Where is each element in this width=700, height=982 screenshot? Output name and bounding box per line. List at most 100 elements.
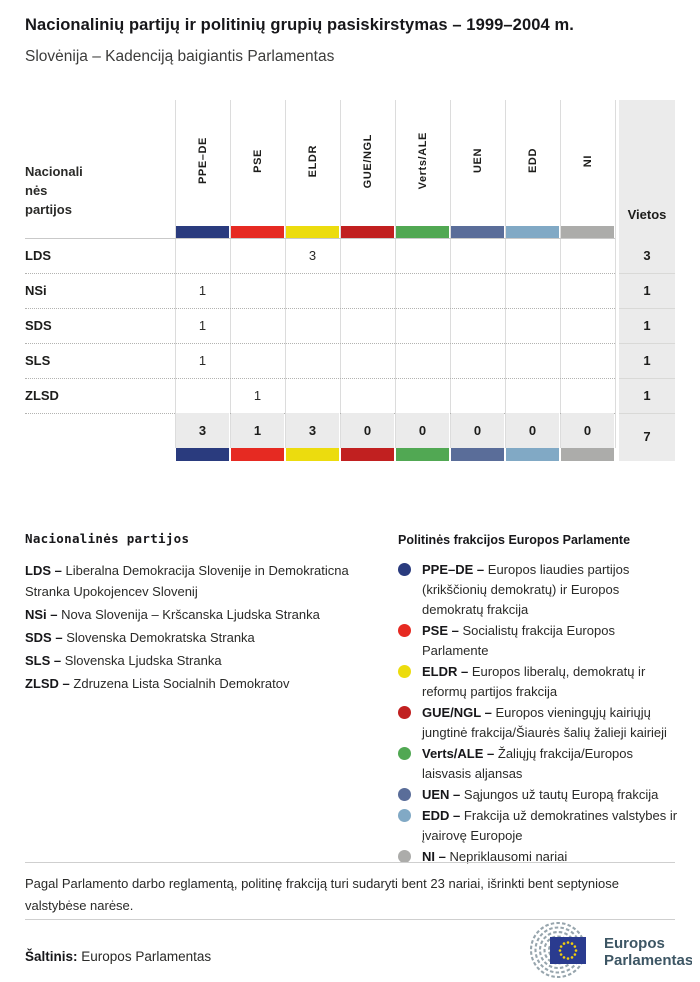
totals-cell: 0 <box>506 413 559 448</box>
row-header-line: partijos <box>25 202 72 217</box>
gridline <box>175 100 176 448</box>
party-abbr: ZLSD – <box>25 676 70 691</box>
group-desc: Frakcija už demokratines valstybes ir įv… <box>422 808 678 843</box>
party-label: LDS <box>25 248 51 263</box>
group-desc-wrap: PPE–DE – Europos liaudies partijos (krik… <box>422 560 680 620</box>
group-desc: Žaliųjų frakcija/Europos laisvasis aljan… <box>422 746 634 781</box>
legend-group-item: GUE/NGL – Europos vieningųjų kairiųjų ju… <box>398 703 680 743</box>
source-line: Šaltinis: Europos Parlamentas <box>25 949 211 964</box>
column-header-ni: NI <box>560 100 615 222</box>
group-abbr: PSE – <box>422 623 459 638</box>
group-color-bar <box>561 448 614 461</box>
group-color-dot <box>398 665 411 678</box>
group-color-bar <box>286 226 339 238</box>
row-separator <box>25 273 615 274</box>
totals-cell: 0 <box>396 413 449 448</box>
totals-cell: 3 <box>176 413 229 448</box>
legend-group-item: PSE – Socialistų frakcija Europos Parlam… <box>398 621 680 661</box>
column-header-label: Verts/ALE <box>416 132 429 190</box>
gridline <box>505 100 506 448</box>
group-color-bar <box>286 448 339 461</box>
legend-groups-heading: Politinės frakcijos Europos Parlamente <box>398 533 631 547</box>
group-color-bar <box>506 226 559 238</box>
totals-cell: 0 <box>561 413 614 448</box>
row-separator <box>619 343 675 344</box>
legend-party-item: ZLSD – Zdruzena Lista Socialnih Demokrat… <box>25 673 383 694</box>
column-header-label: PPE–DE <box>196 137 209 185</box>
column-header-label: ELDR <box>306 144 319 178</box>
source-value: Europos Parlamentas <box>81 949 212 964</box>
row-separator <box>25 378 615 379</box>
group-color-bar <box>341 448 394 461</box>
legend-party-item: SLS – Slovenska Ljudska Stranka <box>25 650 383 671</box>
page-subtitle: Slovėnija – Kadenciją baigiantis Parlame… <box>25 48 335 65</box>
row-header-label: Nacionali nės partijos <box>25 162 83 219</box>
group-color-bar <box>451 448 504 461</box>
column-header-edd: EDD <box>505 100 560 222</box>
divider <box>25 919 675 920</box>
row-header-line: Nacionali <box>25 164 83 179</box>
party-abbr: SLS – <box>25 653 62 668</box>
group-desc-wrap: ELDR – Europos liberalų, demokratų ir re… <box>422 662 680 702</box>
group-color-bar <box>341 226 394 238</box>
ep-hemicycle-logo-graphic: Europos Parlamentas <box>529 921 693 979</box>
group-desc: Europos liaudies partijos (krikščionių d… <box>422 562 630 617</box>
row-separator <box>619 413 675 414</box>
totals-cell: 0 <box>451 413 504 448</box>
legend-group-item: PPE–DE – Europos liaudies partijos (krik… <box>398 560 680 620</box>
row-separator <box>25 343 615 344</box>
group-color-dot <box>398 706 411 719</box>
gridline <box>395 100 396 448</box>
group-color-bar <box>176 448 229 461</box>
group-abbr: UEN – <box>422 787 461 802</box>
legend-group-item: EDD – Frakcija už demokratines valstybes… <box>398 806 680 846</box>
party-label: ZLSD <box>25 388 59 403</box>
group-desc-wrap: GUE/NGL – Europos vieningųjų kairiųjų ju… <box>422 703 680 743</box>
column-header-label: NI <box>581 154 594 168</box>
column-header-ppe-de: PPE–DE <box>175 100 230 222</box>
gridline <box>230 100 231 448</box>
group-desc: Nepriklausomi nariai <box>449 849 568 864</box>
party-abbr: NSi – <box>25 607 58 622</box>
group-desc: Socialistų frakcija Europos Parlamente <box>422 623 615 658</box>
group-color-bar <box>176 226 229 238</box>
party-name: Slovenska Ljudska Stranka <box>64 653 222 668</box>
gridline <box>615 100 616 448</box>
group-color-bar <box>231 226 284 238</box>
seats-cell: 3 <box>643 248 651 263</box>
legend-party-item: LDS – Liberalna Demokracija Slovenije in… <box>25 560 383 602</box>
column-header-label: UEN <box>471 148 484 174</box>
gridline <box>285 100 286 448</box>
group-color-bar <box>396 226 449 238</box>
footnote: Pagal Parlamento darbo reglamentą, polit… <box>25 876 619 913</box>
gridline <box>560 100 561 448</box>
legend-group-item: Verts/ALE – Žaliųjų frakcija/Europos lai… <box>398 744 680 784</box>
legend-political-groups: Politinės frakcijos Europos Parlamente P… <box>398 533 680 868</box>
seats-cell: 1 <box>643 283 651 298</box>
group-color-bar <box>396 448 449 461</box>
totals-cell: 3 <box>286 413 339 448</box>
column-header-verts-ale: Verts/ALE <box>395 100 450 222</box>
legend-group-item: ELDR – Europos liberalų, demokratų ir re… <box>398 662 680 702</box>
seats-column-label: Vietos <box>627 207 667 222</box>
totals-cell: 1 <box>231 413 284 448</box>
group-desc: Sąjungos už tautų Europą frakcija <box>463 787 659 802</box>
column-header-label: GUE/NGL <box>361 133 374 189</box>
legend-group-item: UEN – Sąjungos už tautų Europą frakcija <box>398 785 680 805</box>
legend-parties-heading: Nacionalinės partijos <box>25 531 190 546</box>
column-header-eldr: ELDR <box>285 100 340 222</box>
group-abbr: EDD – <box>422 808 461 823</box>
group-desc-wrap: NI – Nepriklausomi nariai <box>422 847 567 867</box>
group-color-dot <box>398 809 411 822</box>
party-name: Zdruzena Lista Socialnih Demokratov <box>73 676 290 691</box>
group-color-bar <box>561 226 614 238</box>
group-color-dot <box>398 850 411 863</box>
party-name: Slovenska Demokratska Stranka <box>66 630 255 645</box>
party-label: NSi <box>25 283 47 298</box>
column-header-label: PSE <box>251 149 264 173</box>
party-name: Nova Slovenija – Kršcanska Ljudska Stran… <box>61 607 320 622</box>
seats-column-background <box>619 100 675 461</box>
seats-cell: 1 <box>643 388 651 403</box>
seats-cell: 1 <box>643 353 651 368</box>
row-separator <box>25 308 615 309</box>
